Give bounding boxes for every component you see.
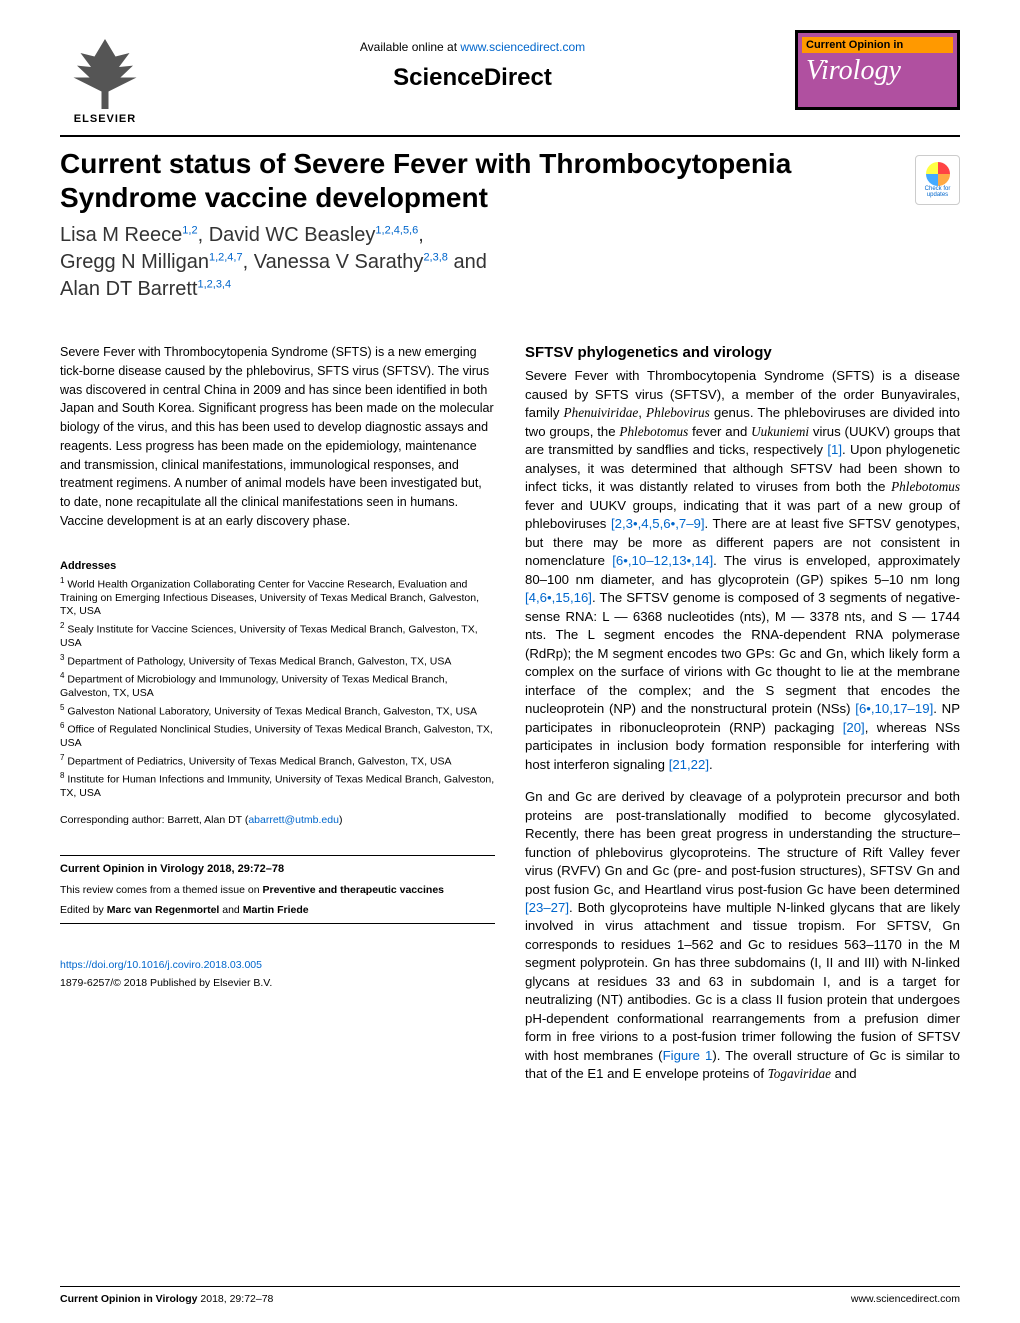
section-heading: SFTSV phylogenetics and virology bbox=[525, 343, 960, 363]
elsevier-text: ELSEVIER bbox=[74, 113, 136, 125]
abstract: Severe Fever with Thrombocytopenia Syndr… bbox=[60, 343, 495, 531]
ref-link[interactable]: [20] bbox=[843, 720, 865, 735]
available-online: Available online at www.sciencedirect.co… bbox=[150, 40, 795, 54]
title-block: Current status of Severe Fever with Thro… bbox=[60, 147, 915, 303]
affiliation-2: 2 Sealy Institute for Vaccine Sciences, … bbox=[60, 621, 495, 651]
corresponding-author: Corresponding author: Barrett, Alan DT (… bbox=[60, 813, 495, 827]
paragraph-1: Severe Fever with Thrombocytopenia Syndr… bbox=[525, 367, 960, 774]
ref-link[interactable]: [6•,10–12,13•,14] bbox=[612, 553, 713, 568]
ref-link[interactable]: [21,22] bbox=[669, 757, 709, 772]
elsevier-tree-icon bbox=[70, 39, 140, 109]
editors: Edited by Marc van Regenmortel and Marti… bbox=[60, 903, 495, 917]
ref-link[interactable]: [4,6•,15,16] bbox=[525, 590, 592, 605]
affiliation-5: 5 Galveston National Laboratory, Univers… bbox=[60, 703, 495, 719]
right-column: SFTSV phylogenetics and virology Severe … bbox=[525, 343, 960, 1098]
page-footer: Current Opinion in Virology 2018, 29:72–… bbox=[60, 1286, 960, 1305]
check-updates-badge[interactable]: Check for updates bbox=[915, 155, 960, 205]
journal-logo: Current Opinion in Virology bbox=[795, 30, 960, 110]
footer-left: Current Opinion in Virology 2018, 29:72–… bbox=[60, 1293, 273, 1305]
themed-issue: This review comes from a themed issue on… bbox=[60, 883, 495, 897]
journal-logo-main: Virology bbox=[802, 53, 953, 89]
crossmark-icon bbox=[926, 162, 950, 186]
doi-link[interactable]: https://doi.org/10.1016/j.coviro.2018.03… bbox=[60, 958, 495, 972]
affiliation-7: 7 Department of Pediatrics, University o… bbox=[60, 753, 495, 769]
authors: Lisa M Reece1,2, David WC Beasley1,2,4,5… bbox=[60, 222, 915, 303]
ref-link[interactable]: [6•,10,17–19] bbox=[855, 701, 933, 716]
left-column: Severe Fever with Thrombocytopenia Syndr… bbox=[60, 343, 495, 1098]
affiliation-6: 6 Office of Regulated Nonclinical Studie… bbox=[60, 721, 495, 751]
copyright: 1879-6257/© 2018 Published by Elsevier B… bbox=[60, 976, 495, 990]
figure-link[interactable]: Figure 1 bbox=[663, 1048, 713, 1063]
addresses-heading: Addresses bbox=[60, 559, 495, 574]
journal-citation: Current Opinion in Virology 2018, 29:72–… bbox=[60, 862, 495, 877]
center-header: Available online at www.sciencedirect.co… bbox=[150, 30, 795, 92]
affiliation-8: 8 Institute for Human Infections and Imm… bbox=[60, 771, 495, 801]
ref-link[interactable]: [2,3•,4,5,6•,7–9] bbox=[611, 516, 705, 531]
affiliation-4: 4 Department of Microbiology and Immunol… bbox=[60, 671, 495, 701]
elsevier-logo: ELSEVIER bbox=[60, 30, 150, 125]
sciencedirect-link[interactable]: www.sciencedirect.com bbox=[460, 40, 585, 54]
affiliation-1: 1 World Health Organization Collaboratin… bbox=[60, 576, 495, 619]
journal-info-box: Current Opinion in Virology 2018, 29:72–… bbox=[60, 841, 495, 938]
two-column-body: Severe Fever with Thrombocytopenia Syndr… bbox=[60, 343, 960, 1098]
title-row: Current status of Severe Fever with Thro… bbox=[60, 135, 960, 303]
ref-link[interactable]: [23–27] bbox=[525, 900, 569, 915]
article-title: Current status of Severe Fever with Thro… bbox=[60, 147, 915, 214]
divider bbox=[60, 855, 495, 856]
page-header: ELSEVIER Available online at www.science… bbox=[60, 30, 960, 125]
ref-link[interactable]: [1] bbox=[827, 442, 842, 457]
journal-logo-top: Current Opinion in bbox=[802, 37, 953, 53]
footer-right: www.sciencedirect.com bbox=[851, 1293, 960, 1305]
divider bbox=[60, 923, 495, 924]
corresponding-email[interactable]: abarrett@utmb.edu bbox=[248, 814, 339, 826]
sciencedirect-logo: ScienceDirect bbox=[150, 64, 795, 92]
paragraph-2: Gn and Gc are derived by cleavage of a p… bbox=[525, 788, 960, 1084]
check-updates-text: Check for updates bbox=[916, 186, 959, 198]
affiliation-3: 3 Department of Pathology, University of… bbox=[60, 653, 495, 669]
